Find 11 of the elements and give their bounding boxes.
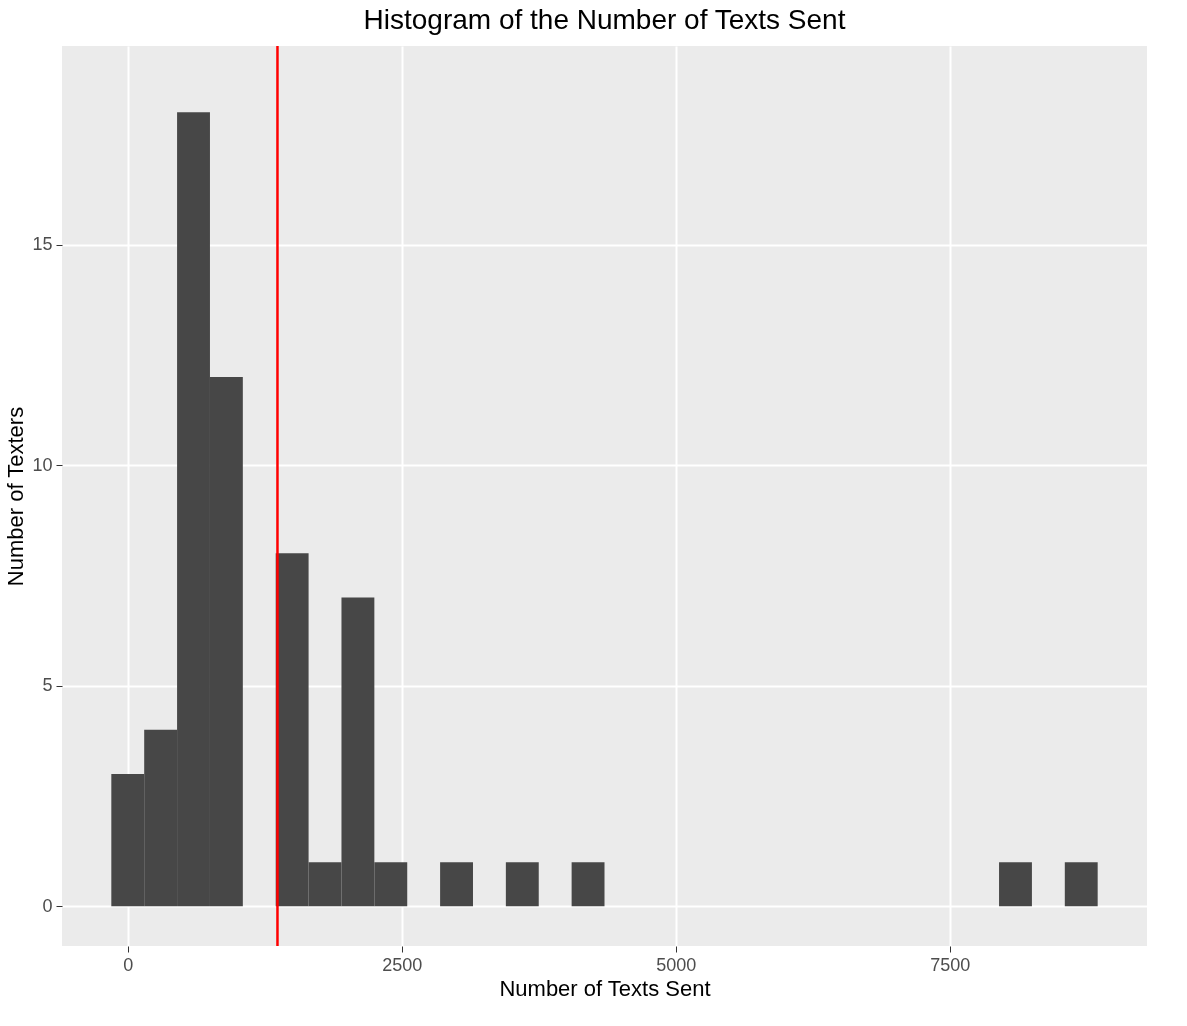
y-axis-title: Number of Texters [3,406,29,587]
x-tick-label: 0 [123,954,134,975]
y-tick-label: 5 [42,675,53,696]
y-tick-label: 0 [42,895,53,916]
x-axis-title: Number of Texts Sent [499,975,711,1001]
y-tick-label: 15 [32,234,53,255]
x-tick-label: 7500 [930,954,971,975]
chart-title: Histogram of the Number of Texts Sent [363,3,846,35]
x-tick-label: 2500 [382,954,423,975]
y-tick-label: 10 [32,454,53,475]
x-tick-label: 5000 [656,954,697,975]
